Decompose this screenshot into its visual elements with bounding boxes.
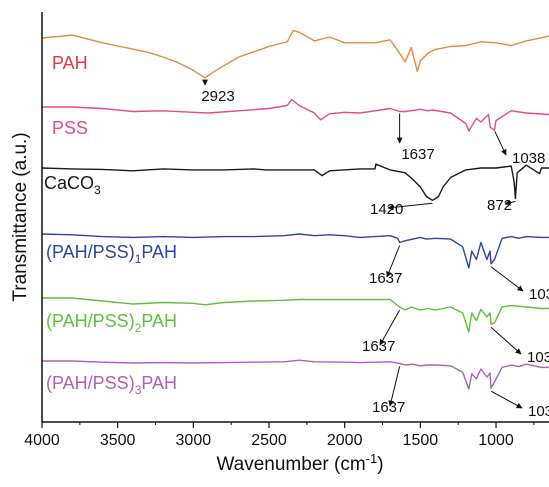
- series-label-6: (PAH/PSS)3PAH: [46, 373, 177, 397]
- label-subscript: 2: [135, 321, 142, 335]
- x-axis-title-suffix: ): [377, 454, 383, 475]
- series-line-1: [42, 29, 549, 79]
- label-part: (PAH/PSS): [46, 311, 135, 331]
- label-subscript: 3: [135, 383, 142, 397]
- annotation-arrow: [490, 266, 524, 292]
- annotation-label: 1038: [512, 150, 545, 167]
- annotation-label: 1637: [362, 338, 395, 355]
- label-part: CaCO: [44, 173, 94, 193]
- label-part: (PAH/PSS): [46, 242, 135, 262]
- label-subscript: 1: [135, 252, 142, 266]
- x-tick-label: 2000: [327, 432, 363, 449]
- annotation-label: 1637: [401, 146, 434, 163]
- x-axis-title-main: Wavenumber (cm: [216, 454, 365, 475]
- label-part: PAH: [52, 53, 88, 73]
- annotation-arrow: [490, 326, 522, 355]
- annotation-arrow: [490, 390, 523, 409]
- y-axis-title: Transmittance (a.u.): [10, 132, 31, 301]
- annotation-arrow: [379, 309, 401, 346]
- label-part: PSS: [52, 118, 88, 138]
- annotation-label: 872: [487, 197, 512, 214]
- x-tick-label: 4000: [24, 432, 60, 449]
- series-label-3: CaCO3: [44, 173, 101, 197]
- annotation-arrow: [387, 202, 433, 211]
- x-tick-label: 3000: [176, 432, 212, 449]
- label-part: PAH: [141, 311, 177, 331]
- annotation-label: 1033: [527, 349, 549, 366]
- x-tick-label: 2500: [251, 432, 287, 449]
- series-line-5: [42, 297, 549, 333]
- annotation-label: 1420: [370, 201, 403, 218]
- label-part: (PAH/PSS): [46, 373, 135, 393]
- plot-area: [42, 29, 549, 390]
- annotation-arrow: [494, 131, 507, 156]
- x-tick-label: 1500: [403, 432, 439, 449]
- annotation-label: 1033: [529, 286, 549, 303]
- x-tick-label: 1000: [478, 432, 514, 449]
- label-part: PAH: [141, 373, 177, 393]
- label-subscript: 3: [94, 183, 101, 197]
- x-axis-title-sup: -1: [366, 451, 378, 466]
- series-line-3: [42, 163, 549, 201]
- series-label-1: PAH: [52, 53, 88, 73]
- annotation-arrow: [388, 366, 401, 407]
- series-line-2: [42, 98, 549, 132]
- annotation-arrow: [386, 245, 401, 278]
- series-label-4: (PAH/PSS)1PAH: [46, 242, 177, 266]
- annotation-label: 2923: [201, 88, 234, 105]
- series-label-2: PSS: [52, 118, 88, 138]
- x-tick-label: 3500: [100, 432, 136, 449]
- annotation-label: 1637: [369, 270, 402, 287]
- annotation-label: 1637: [372, 399, 405, 416]
- annotation-label: 1033: [528, 403, 549, 420]
- label-part: PAH: [141, 242, 177, 262]
- series-line-6: [42, 359, 549, 390]
- series-label-5: (PAH/PSS)2PAH: [46, 311, 177, 335]
- annotation-arrow: [504, 199, 516, 206]
- x-axis-title: Wavenumber (cm-1): [216, 451, 383, 475]
- series-line-4: [42, 233, 549, 269]
